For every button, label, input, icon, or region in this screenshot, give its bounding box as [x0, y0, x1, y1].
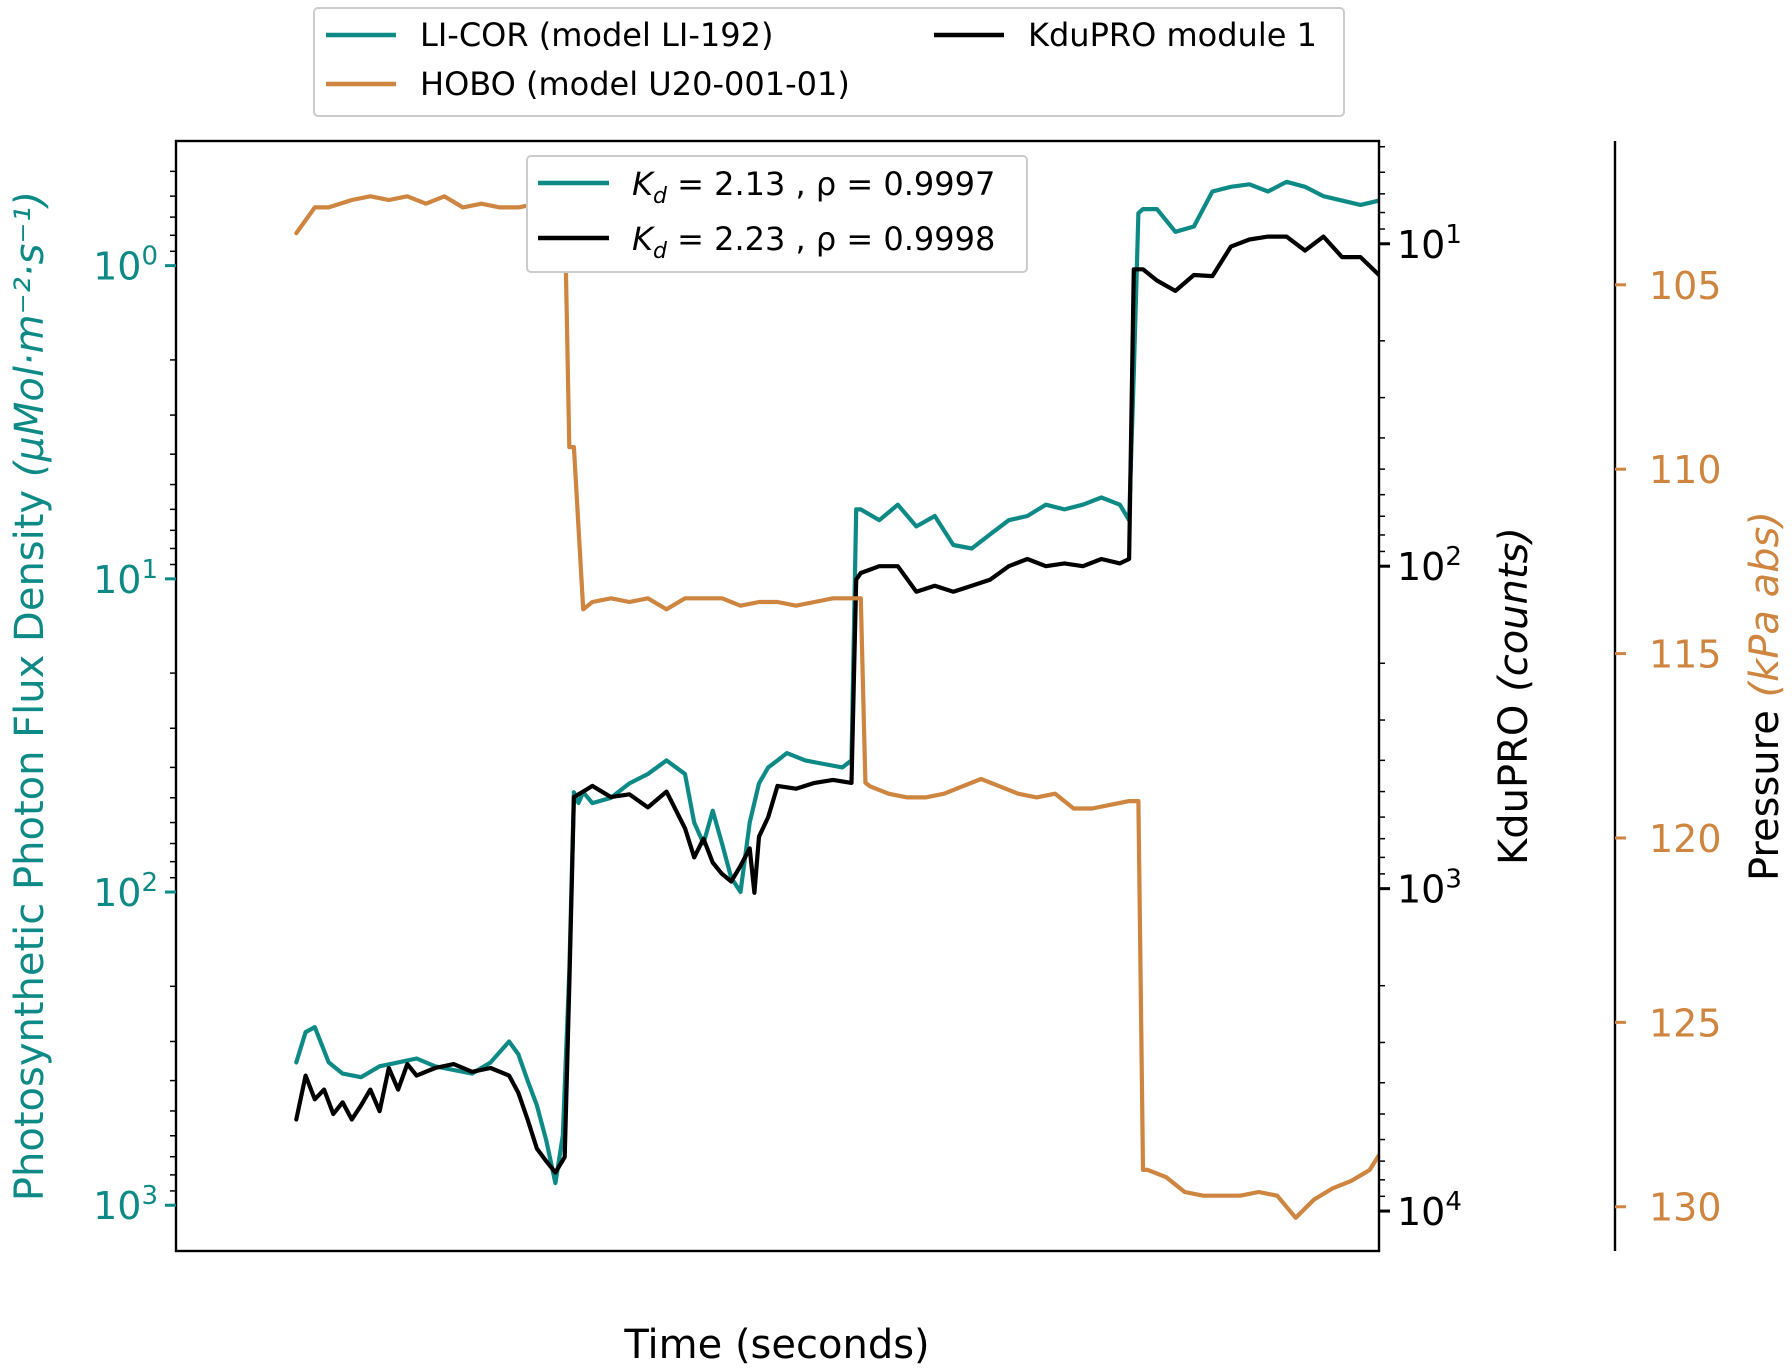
right-tick-label: 103: [1397, 865, 1462, 912]
kd-symbol: K: [632, 220, 656, 258]
top-legend: LI-COR (model LI-192) HOBO (model U20-00…: [313, 7, 1345, 117]
right-axis-label-unit: (counts): [1491, 527, 1537, 692]
pressure-tick-label: 115: [1649, 633, 1722, 677]
inner-legend-box: [526, 155, 1028, 273]
right-tick-label: 102: [1397, 542, 1462, 589]
series-line: [294, 179, 1379, 1186]
kd-subscript: d: [653, 239, 668, 264]
right-axis: 101 102 103 104: [1379, 145, 1462, 1234]
pressure-axis-label-unit: (kPa abs): [1742, 511, 1788, 697]
pressure-tick-label: 105: [1649, 264, 1722, 308]
kd-stats: = 2.23 , ρ = 0.9998: [667, 220, 995, 258]
kd-symbol: K: [632, 165, 656, 203]
pressure-tick-label: 130: [1649, 1186, 1722, 1230]
legend-label-hobo: HOBO (model U20-001-01): [420, 65, 850, 103]
left-tick-label: 103: [93, 1181, 158, 1228]
x-axis-label: Time (seconds): [623, 1322, 929, 1368]
top-legend-box: [313, 7, 1345, 117]
left-axis-label-unit: (μMol·m⁻²·s⁻¹): [7, 191, 53, 477]
pressure-axis: 105 110 115 120 125 130: [1613, 141, 1722, 1251]
inner-legend: Kd = 2.13 , ρ = 0.9997 Kd = 2.23 , ρ = 0…: [526, 155, 1028, 273]
plot-area: [174, 139, 1381, 1253]
inner-legend-label-licor: Kd = 2.13 , ρ = 0.9997: [632, 165, 995, 209]
series-layer: [294, 179, 1379, 1220]
kd-stats: = 2.13 , ρ = 0.9997: [667, 165, 995, 203]
right-tick-label: 104: [1397, 1187, 1462, 1234]
legend-label-kdupro: KduPRO module 1: [1028, 16, 1317, 54]
left-axis-label: Photosynthetic Photon Flux Density (μMol…: [7, 191, 53, 1201]
left-tick-label: 101: [93, 555, 158, 602]
series-line: [294, 194, 1379, 1220]
pressure-tick-label: 110: [1649, 448, 1722, 492]
inner-legend-label-kdupro: Kd = 2.23 , ρ = 0.9998: [632, 220, 995, 264]
series-line: [294, 234, 1379, 1175]
left-axis-label-main: Photosynthetic Photon Flux Density: [7, 477, 53, 1201]
pressure-axis-label: Pressure (kPa abs): [1742, 511, 1788, 881]
right-axis-label-main: KduPRO: [1491, 692, 1537, 865]
pressure-tick-label: 120: [1649, 817, 1722, 861]
left-tick-label: 102: [93, 868, 158, 915]
left-axis: 100 101 102 103: [93, 170, 176, 1228]
pressure-axis-label-main: Pressure: [1742, 697, 1788, 881]
left-tick-label: 100: [93, 242, 158, 289]
legend-label-licor: LI-COR (model LI-192): [420, 16, 773, 54]
pressure-tick-label: 125: [1649, 1001, 1722, 1045]
right-axis-label: KduPRO (counts): [1491, 527, 1537, 865]
kd-subscript: d: [653, 184, 668, 209]
plot-frame: [174, 139, 1381, 1253]
right-tick-label: 101: [1397, 220, 1462, 267]
